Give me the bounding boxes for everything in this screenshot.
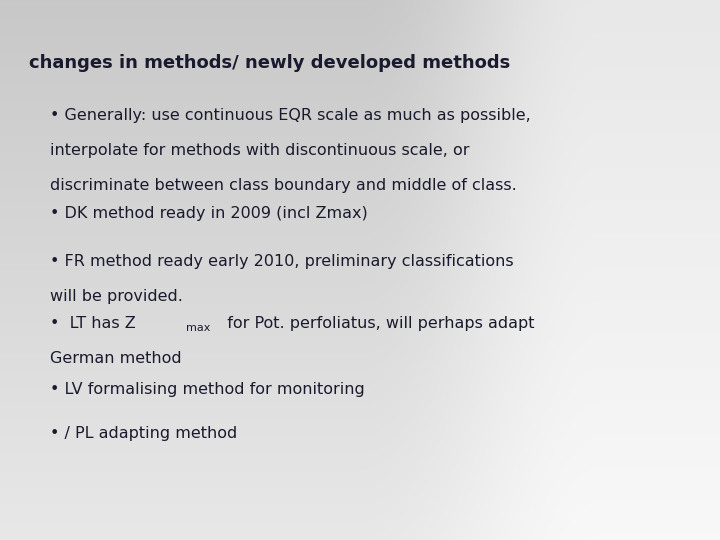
Text: changes in methods/ newly developed methods: changes in methods/ newly developed meth… (29, 54, 510, 72)
Text: will be provided.: will be provided. (50, 289, 184, 304)
Text: interpolate for methods with discontinuous scale, or: interpolate for methods with discontinuo… (50, 143, 470, 158)
Text: • / PL adapting method: • / PL adapting method (50, 426, 238, 441)
Text: • LV formalising method for monitoring: • LV formalising method for monitoring (50, 382, 365, 397)
Text: •  LT has Z: • LT has Z (50, 316, 136, 331)
Text: • Generally: use continuous EQR scale as much as possible,: • Generally: use continuous EQR scale as… (50, 108, 531, 123)
Text: for Pot. perfoliatus, will perhaps adapt: for Pot. perfoliatus, will perhaps adapt (217, 316, 535, 331)
Text: • DK method ready in 2009 (incl Zmax): • DK method ready in 2009 (incl Zmax) (50, 206, 368, 221)
Text: discriminate between class boundary and middle of class.: discriminate between class boundary and … (50, 178, 517, 193)
Text: German method: German method (50, 351, 182, 366)
Text: • FR method ready early 2010, preliminary classifications: • FR method ready early 2010, preliminar… (50, 254, 514, 269)
Text: max: max (186, 323, 210, 334)
